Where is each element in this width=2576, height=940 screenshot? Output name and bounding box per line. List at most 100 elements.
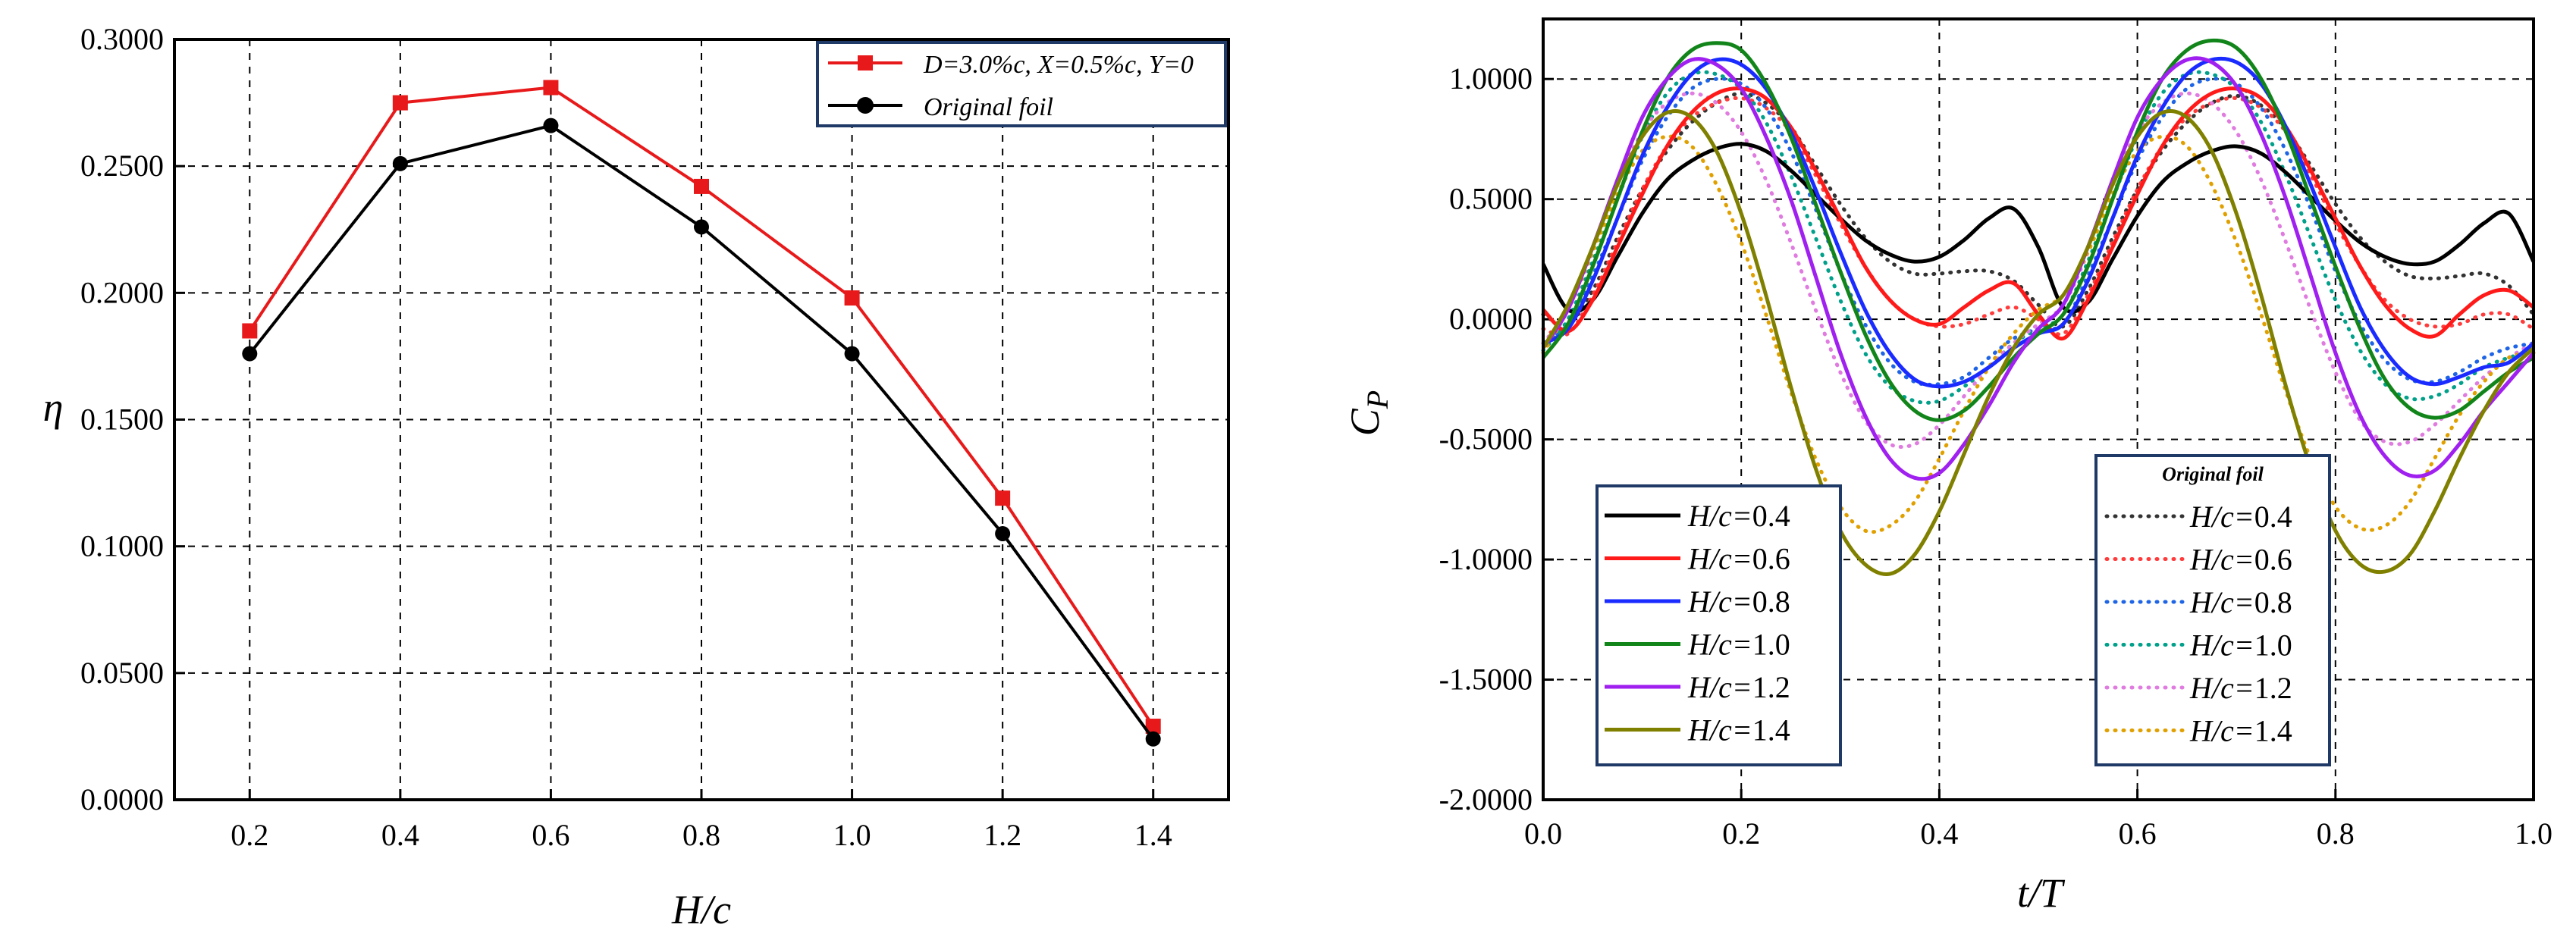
legend-value: 1.0 [2254, 628, 2292, 663]
y-tick-labels: -2.0000 -1.5000 -1.0000 -0.5000 0.0000 0.5000… [1439, 61, 1533, 816]
y-tick-label: 0.5000 [1449, 182, 1533, 216]
x-tick-label: 0.8 [2317, 816, 2355, 851]
series-2 [242, 118, 1161, 747]
series-layer [242, 80, 1161, 747]
chart-power-coefficient: 0.0 0.2 0.4 0.6 0.8 1.0 -2.0000 -1.5000 -1.0000… [1342, 17, 2552, 916]
legend-prefix: H/c= [1687, 670, 1752, 704]
series-original-hc-0-6 [1541, 96, 2536, 337]
plot-frame [1542, 17, 2535, 801]
legend-prefix: H/c= [1687, 713, 1752, 747]
legend-value: 1.2 [2254, 671, 2292, 705]
legend-box [816, 41, 1227, 127]
legend-prefix: H/c= [1687, 584, 1752, 619]
x-tick-label: 1.4 [1134, 818, 1172, 852]
svg-text:H/c=1.4: H/c=1.4 [1687, 713, 1790, 747]
legend-box [1595, 484, 1842, 766]
legend-entry: H/c=0.4 [1605, 499, 1790, 533]
data-point [1145, 719, 1161, 735]
y-axis-label-sub: P [1360, 390, 1395, 409]
legend-value: 1.2 [1752, 670, 1790, 704]
series-original-hc-1-2 [1541, 91, 2536, 450]
series-1 [242, 80, 1161, 735]
legend-entry: H/c=1.2 [1605, 670, 1790, 704]
legend-entry: H/c=0.4 [2104, 500, 2292, 534]
x-tick-label: 1.0 [833, 818, 871, 852]
legend-value: 1.4 [1752, 713, 1790, 747]
legend-value: 0.6 [2254, 543, 2292, 577]
data-point [543, 118, 559, 133]
svg-text:H/c=1.0: H/c=1.0 [2189, 628, 2292, 663]
legend-value: 0.6 [1752, 542, 1790, 576]
data-point [694, 219, 709, 235]
series-modified-hc-1-4 [1541, 109, 2535, 577]
y-tick-labels: 0.0000 0.0500 0.1000 0.1500 0.2000 0.2500 0.30… [80, 22, 164, 816]
x-axis-label: t/T [2017, 870, 2066, 916]
legend-value: 1.4 [2254, 714, 2292, 748]
svg-text:CP: CP [1342, 390, 1395, 436]
data-point [844, 346, 860, 362]
legend-prefix: H/c= [2189, 543, 2254, 577]
y-axis-label: η [43, 384, 64, 430]
x-tick-label: 0.6 [2119, 816, 2157, 851]
data-point [694, 178, 709, 194]
series-original-hc-0-8 [1541, 77, 2536, 387]
data-point [1145, 731, 1161, 747]
series-modified-hc-1-0 [1541, 38, 2535, 422]
svg-text:H/c=0.4: H/c=0.4 [2189, 500, 2292, 534]
legend-value: 0.8 [2254, 585, 2292, 619]
x-tick-labels: 0.2 0.4 0.6 0.8 1.0 1.2 1.4 [231, 818, 1172, 852]
data-point [242, 323, 258, 339]
legend-prefix: H/c= [1687, 628, 1752, 662]
series-layer [1541, 38, 2536, 577]
x-tick-label: 0.2 [1722, 816, 1760, 851]
legend-title: Original foil [2162, 463, 2264, 485]
legend-label-series-2: Original foil [924, 93, 1053, 121]
y-axis-label: CP [1342, 390, 1395, 436]
x-tick-label: 0.6 [532, 818, 569, 852]
data-point [844, 290, 860, 306]
x-tick-labels: 0.0 0.2 0.4 0.6 0.8 1.0 [1524, 816, 2552, 851]
y-tick-label: 0.0000 [1449, 302, 1533, 336]
y-tick-label: 0.0500 [80, 656, 164, 690]
x-tick-label: 0.4 [1920, 816, 1958, 851]
svg-text:H/c=0.8: H/c=0.8 [1687, 584, 1790, 619]
svg-text:H/c=1.0: H/c=1.0 [1687, 628, 1790, 662]
legend-entry: H/c=1.0 [2104, 628, 2292, 663]
svg-text:H/c=1.2: H/c=1.2 [1687, 670, 1790, 704]
x-tick-label: 0.4 [381, 818, 419, 852]
legend-prefix: H/c= [2189, 714, 2254, 748]
y-tick-label: 0.1500 [80, 403, 164, 437]
legend-box [2094, 454, 2331, 766]
legend-entry: H/c=0.8 [1605, 584, 1790, 619]
data-point [242, 346, 258, 362]
legend-marker-series-2 [857, 97, 874, 114]
data-point [995, 525, 1011, 541]
series-modified-hc-1-2 [1541, 56, 2535, 481]
legend-marker-series-1 [858, 55, 873, 70]
legend-entry: H/c=1.4 [1605, 713, 1790, 747]
y-tick-label: -1.5000 [1439, 663, 1533, 697]
legend-entry: H/c=0.8 [2104, 585, 2292, 619]
svg-text:H/c=1.2: H/c=1.2 [2189, 671, 2292, 705]
chart-efficiency: 0.2 0.4 0.6 0.8 1.0 1.2 1.4 0.0000 0.0500 0.1000… [43, 22, 1230, 932]
x-tick-label: 1.2 [984, 818, 1021, 852]
y-tick-label: 1.0000 [1449, 61, 1533, 96]
legend-entry: H/c=1.4 [2104, 714, 2292, 748]
legend-prefix: H/c= [2189, 671, 2254, 705]
legend-value: 0.8 [1752, 584, 1790, 619]
x-tick-label: 0.0 [1524, 816, 1562, 851]
y-tick-label: -0.5000 [1439, 422, 1533, 456]
svg-text:H/c=0.8: H/c=0.8 [2189, 585, 2292, 619]
gridlines [174, 38, 1228, 801]
data-point [392, 155, 408, 171]
legend-prefix: H/c= [1687, 499, 1752, 533]
legend-modified: H/c=0.4H/c=0.6H/c=0.8H/c=1.0H/c=1.2H/c=1… [1595, 484, 1842, 766]
legend-entry: H/c=0.6 [1605, 542, 1790, 576]
legend-entry: H/c=1.2 [2104, 671, 2292, 705]
series-modified-hc-0-8 [1542, 56, 2535, 389]
series-modified-hc-0-4 [1541, 142, 2536, 314]
y-tick-label: 0.3000 [80, 22, 164, 56]
legend-label-series-1: D=3.0%c, X=0.5%c, Y=0 [923, 51, 1194, 79]
svg-text:H/c=0.6: H/c=0.6 [1687, 542, 1790, 576]
y-tick-label: -2.0000 [1439, 782, 1533, 816]
